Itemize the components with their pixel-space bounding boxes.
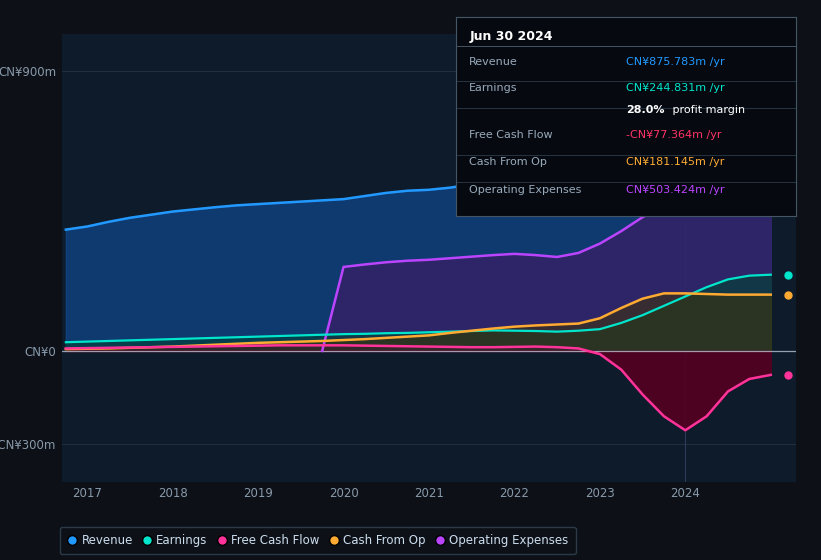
Text: Cash From Op: Cash From Op <box>470 157 547 167</box>
Text: Free Cash Flow: Free Cash Flow <box>470 130 553 140</box>
Legend: Revenue, Earnings, Free Cash Flow, Cash From Op, Operating Expenses: Revenue, Earnings, Free Cash Flow, Cash … <box>60 527 576 554</box>
Text: Earnings: Earnings <box>470 83 518 94</box>
Text: Operating Expenses: Operating Expenses <box>470 185 581 195</box>
Text: CN¥875.783m /yr: CN¥875.783m /yr <box>626 57 725 67</box>
Text: Jun 30 2024: Jun 30 2024 <box>470 30 553 43</box>
Text: Revenue: Revenue <box>470 57 518 67</box>
Text: profit margin: profit margin <box>668 105 745 115</box>
Text: CN¥244.831m /yr: CN¥244.831m /yr <box>626 83 725 94</box>
Text: CN¥503.424m /yr: CN¥503.424m /yr <box>626 185 724 195</box>
Text: -CN¥77.364m /yr: -CN¥77.364m /yr <box>626 130 722 140</box>
Text: CN¥181.145m /yr: CN¥181.145m /yr <box>626 157 724 167</box>
Text: 28.0%: 28.0% <box>626 105 664 115</box>
